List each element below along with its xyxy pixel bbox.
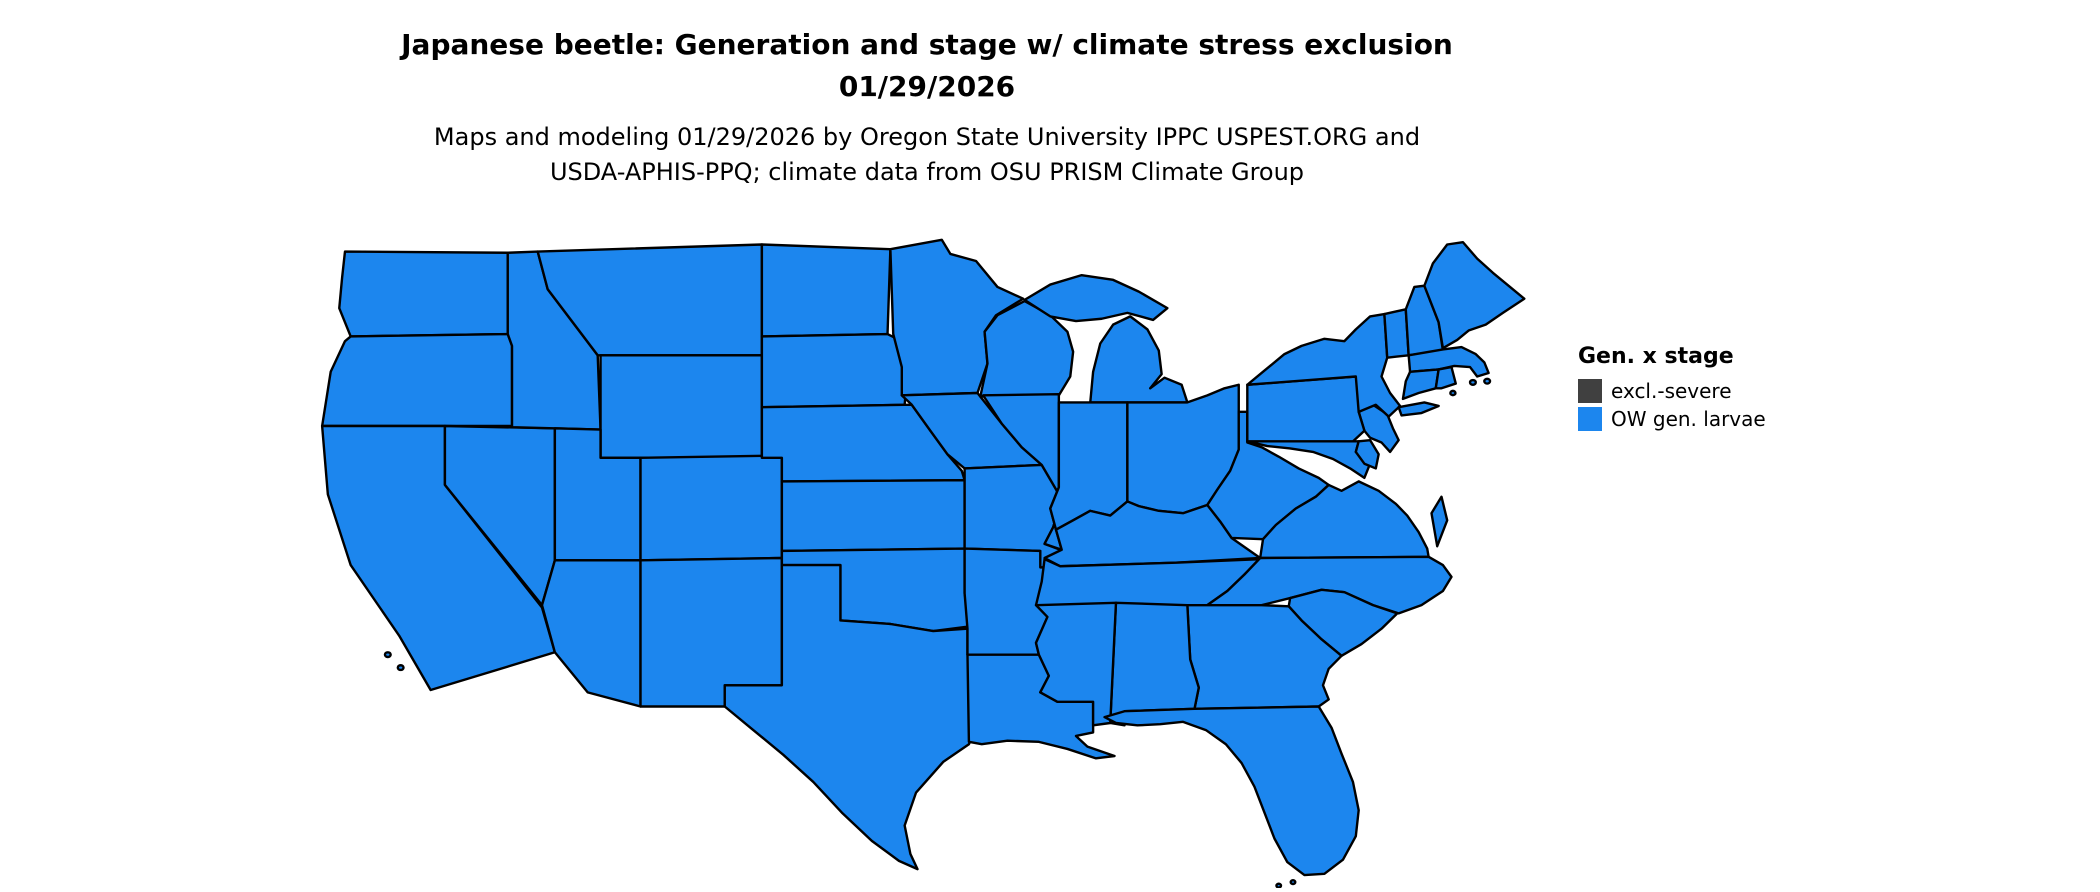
state-kansas: [782, 480, 965, 551]
island-massachusetts-1: [1470, 380, 1476, 385]
us-map-svg: [305, 228, 1540, 888]
legend-item-ow-gen-larvae: OW gen. larvae: [1578, 406, 1766, 432]
state-virginia: [1260, 481, 1428, 558]
state-north-dakota: [762, 245, 890, 337]
state-arizona: [542, 560, 641, 706]
state-mississippi: [1036, 603, 1116, 726]
island-california-channel-2: [398, 665, 404, 670]
legend-swatch-ow-gen-larvae: [1578, 407, 1602, 431]
subtitle-line-1: Maps and modeling 01/29/2026 by Oregon S…: [433, 123, 1421, 151]
legend-label-ow-gen-larvae: OW gen. larvae: [1611, 407, 1766, 431]
legend-item-excl-severe: excl.-severe: [1578, 378, 1766, 404]
state-maine: [1424, 242, 1524, 348]
state-rhode-island: [1436, 367, 1456, 388]
state-vermont: [1384, 309, 1408, 357]
island-massachusetts-2: [1484, 379, 1490, 384]
state-connecticut: [1403, 369, 1439, 398]
state-virginia-eastern-shore: [1431, 497, 1447, 547]
state-wyoming: [601, 355, 762, 458]
header: Japanese beetle: Generation and stage w/…: [0, 24, 1854, 108]
island-florida-keys-2: [1276, 884, 1281, 888]
state-south-dakota: [762, 334, 908, 407]
legend-title: Gen. x stage: [1578, 344, 1734, 369]
state-washington: [339, 252, 507, 337]
state-michigan-upper: [1025, 275, 1168, 321]
island-california-channel-1: [385, 652, 391, 657]
island-florida-keys-1: [1291, 880, 1296, 884]
state-alabama: [1110, 603, 1199, 726]
map-title: Japanese beetle: Generation and stage w/…: [401, 28, 1453, 61]
legend-label-excl-severe: excl.-severe: [1611, 379, 1732, 403]
map-date: 01/29/2026: [838, 70, 1016, 103]
states-layer: [322, 240, 1524, 888]
state-michigan-lower: [1090, 316, 1187, 402]
legend-swatch-excl-severe: [1578, 379, 1602, 403]
state-pennsylvania: [1247, 377, 1367, 442]
state-texas: [725, 565, 982, 869]
state-delaware: [1356, 440, 1379, 468]
state-nebraska: [762, 405, 965, 482]
us-map: [305, 228, 1540, 888]
subtitle: Maps and modeling 01/29/2026 by Oregon S…: [0, 120, 1854, 190]
subtitle-line-2: USDA-APHIS-PPQ; climate data from OSU PR…: [549, 158, 1305, 186]
state-colorado: [641, 455, 782, 560]
state-oregon: [322, 334, 512, 426]
island-nantucket: [1450, 391, 1455, 395]
state-wisconsin: [980, 301, 1073, 396]
legend: Gen. x stage excl.-severe OW gen. larvae: [1578, 344, 1766, 434]
state-new-york-long-island: [1399, 402, 1439, 415]
state-florida: [1105, 707, 1359, 876]
